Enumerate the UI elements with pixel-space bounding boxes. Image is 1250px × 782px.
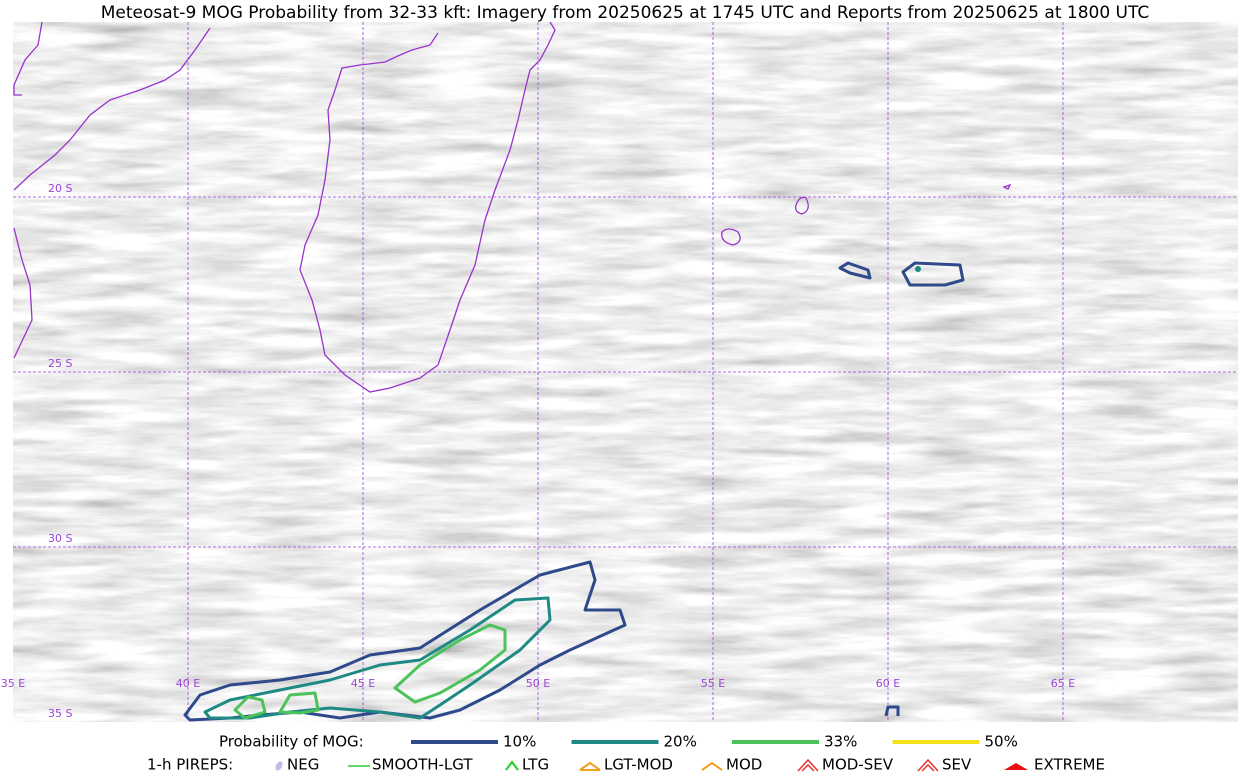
legend-label: LGT-MOD [604, 756, 673, 774]
lat-label: 25 S [48, 357, 72, 370]
lat-label: 20 S [48, 182, 72, 195]
map: 20 S 25 S 30 S 35 S [13, 22, 1238, 722]
legend-icon [701, 761, 723, 771]
lon-label: 45 E [351, 677, 375, 690]
legend-icon [579, 761, 601, 771]
coastlines [13, 22, 1012, 393]
legend-label: LTG [522, 756, 549, 774]
contour-20 [915, 266, 921, 272]
legend-label: EXTREME [1034, 756, 1105, 774]
legend-label: 20% [664, 733, 697, 751]
graticule-labels: 20 S 25 S 30 S 35 S [48, 182, 72, 720]
legend-label: SEV [942, 756, 972, 774]
legend-label: MOD [726, 756, 762, 774]
mauritius [794, 196, 809, 215]
legend: Probability of MOG: 10% 20% 33% 50% 1-h PIREP… [147, 733, 1105, 774]
lat-label: 35 S [48, 707, 72, 720]
lon-label: 55 E [701, 677, 725, 690]
legend-icon [797, 758, 819, 772]
lon-label: 60 E [876, 677, 900, 690]
legend-icon [505, 760, 519, 771]
legend-label: SMOOTH-LGT [372, 756, 473, 774]
legend-title: 1-h PIREPS: [147, 756, 233, 774]
legend-label: 33% [824, 733, 857, 751]
africa-coast [13, 227, 33, 359]
rodrigues [1002, 183, 1012, 190]
madagascar [299, 22, 556, 393]
legend-title: Probability of MOG: [219, 733, 364, 751]
lon-labels: 35 E 40 E 45 E 50 E 55 E 60 E 65 E [1, 677, 1075, 690]
legend-icon [1004, 763, 1028, 770]
reunion [721, 228, 741, 246]
legend-label: MOD-SEV [822, 756, 894, 774]
contour-10 [838, 261, 965, 717]
lon-label: 65 E [1051, 677, 1075, 690]
graticule [13, 22, 1238, 722]
legend-icon [917, 758, 939, 772]
legend-label: 10% [503, 733, 536, 751]
title: Meteosat-9 MOG Probability from 32-33 kf… [101, 3, 1150, 23]
contours [183, 261, 965, 722]
lon-label: 50 E [526, 677, 550, 690]
lat-label: 30 S [48, 532, 72, 545]
africa-coast [13, 27, 211, 191]
legend-icon [275, 761, 283, 771]
legend-label: NEG [287, 756, 319, 774]
lon-label: 35 E [1, 677, 25, 690]
legend-label: 50% [985, 733, 1018, 751]
africa-coast [13, 22, 43, 96]
contour-33 [233, 623, 507, 720]
lon-label: 40 E [176, 677, 200, 690]
